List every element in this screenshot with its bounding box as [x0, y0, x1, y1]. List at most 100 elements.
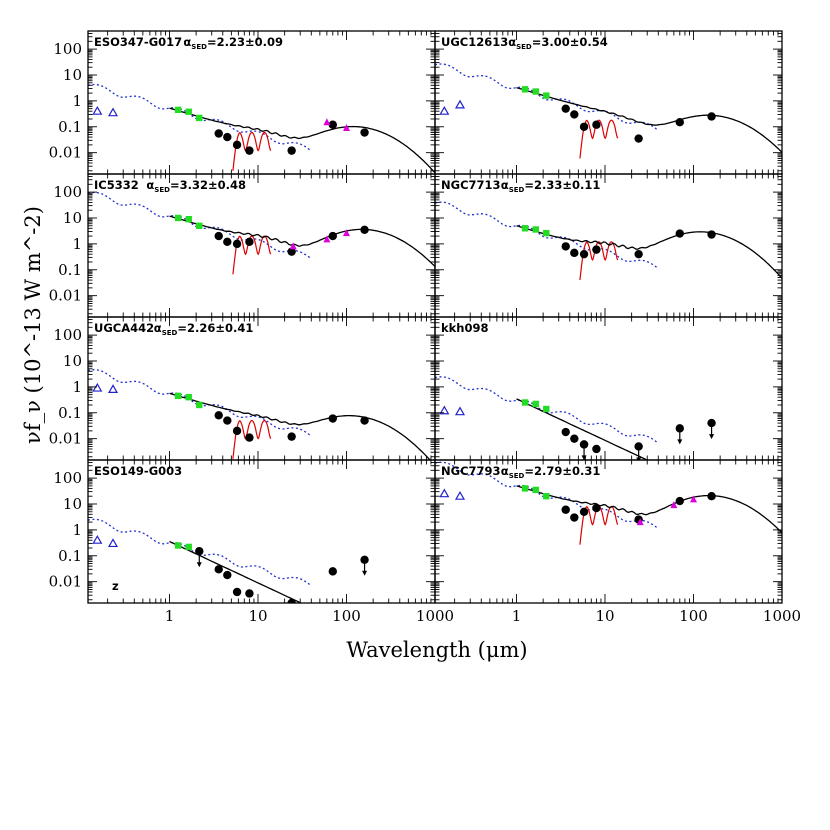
alpha-sed-label: αSED=2.33±0.11: [501, 178, 601, 194]
twomass-point: [521, 86, 529, 93]
upper-limit-arrow-head: [196, 562, 202, 568]
iras-point: [323, 235, 331, 243]
panels-group: ESO347-G017 αSED=2.23±0.091001010.10.01UG…: [49, 30, 801, 625]
y-tick-label: 100: [53, 183, 82, 201]
y-tick-label: 10: [63, 352, 82, 370]
photometry-point: [570, 110, 579, 119]
photometry-point: [287, 146, 296, 155]
photometry-point: [287, 432, 296, 441]
photometry-point: [328, 120, 337, 129]
y-tick-label: 100: [53, 326, 82, 344]
iras-point: [323, 118, 331, 126]
panel-frame: [434, 459, 783, 604]
galaxy-name-label: kkh098: [441, 321, 489, 335]
twomass-point: [174, 106, 182, 114]
tick-marks: [435, 30, 783, 174]
galex-point: [439, 405, 450, 415]
galex-point: [454, 99, 466, 109]
photometry-point: [223, 237, 232, 247]
upper-limit-arrow-head: [709, 434, 715, 440]
twomass-point: [185, 215, 192, 223]
twomass-point: [521, 399, 529, 406]
plot-area: [88, 191, 435, 275]
x-tick-label: 1: [165, 607, 175, 625]
y-tick-label: 1: [72, 235, 82, 253]
twomass-point: [174, 214, 182, 222]
photometry-point: [579, 249, 589, 259]
panel-ngc7793: NGC7793 αSED=2.79±0.31 1 10 100 1000: [434, 459, 801, 625]
y-axis-title: νf_ν (10^-13 W m^-2): [21, 206, 45, 444]
y-tick-label: 0.01: [49, 573, 82, 591]
upper-limit-point: [579, 440, 589, 449]
twomass-point: [521, 485, 529, 492]
stellar-model-line: [435, 201, 659, 270]
plot-area: [88, 83, 435, 174]
twomass-point: [532, 88, 539, 95]
photometry-point: [232, 426, 242, 436]
twomass-point: [532, 226, 539, 233]
photometry-point: [223, 570, 232, 580]
twomass-point: [196, 222, 203, 229]
alpha-sed-label: αSED=2.26±0.41: [154, 321, 254, 337]
tick-marks: [88, 173, 436, 317]
photometry-point: [579, 122, 589, 131]
y-tick-label: 0.1: [58, 261, 82, 279]
twomass-point: [185, 108, 192, 115]
tick-marks: [88, 30, 436, 174]
photometry-point: [592, 120, 601, 129]
galaxy-name-label: UGC12613: [441, 35, 508, 49]
photometry-point: [675, 496, 684, 506]
twomass-point: [532, 486, 539, 494]
galex-point: [454, 490, 466, 500]
photometry-point: [360, 225, 369, 234]
pah-model-line: [579, 119, 619, 159]
photometry-point: [214, 231, 223, 241]
iras-point: [342, 229, 350, 237]
photometry-point: [675, 118, 684, 127]
total-model-line: [516, 225, 782, 279]
panel-frame: [87, 30, 436, 175]
stellar-model-line: [435, 63, 659, 131]
tick-marks: [435, 459, 783, 603]
photometry-point: [592, 444, 601, 454]
photometry-point: [328, 231, 337, 241]
panel-eso347-g017: ESO347-G017 αSED=2.23±0.09 100 10 1 0.1 0.01: [49, 30, 436, 175]
panel-eso149-g003: ESO149-G003 z 100 10 1 0.1 0.01 1 10 100 1000: [49, 459, 454, 625]
photometry-point: [592, 245, 601, 254]
photometry-point: [561, 505, 570, 514]
y-tick-label: 10: [63, 66, 82, 84]
plot-area: [435, 63, 782, 159]
photometry-point: [561, 242, 570, 251]
panel-ngc7713: NGC7713 αSED=2.33±0.11: [434, 173, 783, 318]
twomass-point: [185, 543, 192, 551]
twomass-point: [532, 400, 539, 408]
alpha-sed-label: αSED=2.79±0.31: [501, 464, 601, 480]
y-tick-label: 0.01: [49, 430, 82, 448]
twomass-point: [543, 229, 550, 237]
panel-ugca442: UGCA442 αSED=2.26±0.41 100 10 1 0.1 0.01: [49, 316, 436, 461]
galex-point: [439, 488, 450, 498]
galex-point: [439, 105, 450, 115]
tick-marks: [435, 316, 783, 460]
y-tick-label: 1: [72, 378, 82, 396]
twomass-point: [185, 393, 192, 401]
total-model-line: [516, 485, 782, 534]
photometry-point: [561, 427, 570, 437]
photometry-point: [287, 598, 296, 603]
plot-area: [435, 376, 716, 460]
alpha-sed-label: αSED=2.23±0.09: [183, 35, 283, 51]
y-tick-label: 100: [53, 469, 82, 487]
galex-point: [107, 538, 119, 548]
y-tick-label: 10: [63, 495, 82, 513]
galaxy-name-label: NGC7793: [441, 464, 501, 478]
x-tick-label: 10: [595, 607, 614, 625]
photometry-point: [245, 146, 254, 155]
total-model-line: [516, 398, 649, 460]
twomass-point: [543, 405, 550, 413]
twomass-point: [543, 92, 550, 99]
galex-point: [92, 534, 103, 544]
y-tick-label: 0.1: [58, 118, 82, 136]
galex-point: [107, 384, 119, 393]
upper-limit-point: [707, 418, 716, 428]
